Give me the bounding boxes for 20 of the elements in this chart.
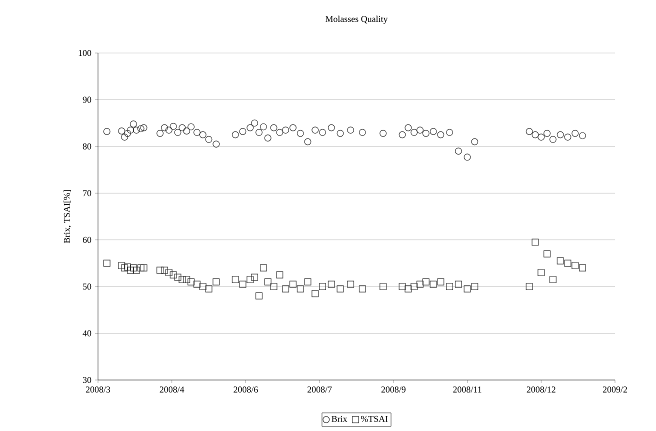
- y-tick-label: 70: [83, 190, 92, 196]
- x-tick-label: 2008/3: [86, 386, 110, 393]
- x-tick-label: 2008/11: [453, 386, 482, 393]
- legend-label: Brix: [332, 416, 348, 422]
- x-tick-label: 2008/12: [526, 386, 556, 393]
- x-tick-label: 2008/4: [160, 386, 184, 393]
- y-tick-label: 100: [78, 50, 92, 56]
- x-tick-label: 2008/6: [234, 386, 258, 393]
- x-tick-label: 2009/2: [602, 386, 627, 393]
- y-tick-label: 60: [82, 236, 92, 243]
- y-tick-label: 30: [82, 376, 92, 384]
- legend-label: %TSAI: [360, 416, 388, 422]
- y-tick-label: 50: [83, 284, 92, 290]
- y-tick-label: 90: [82, 96, 92, 103]
- chart-title: Molasses Quality: [326, 16, 388, 24]
- y-axis-title: Brix, TSAI[%]: [64, 190, 72, 244]
- y-tick-label: 80: [82, 143, 92, 150]
- x-tick-label: 2008/9: [381, 386, 406, 393]
- x-tick-label: 2008/7: [308, 386, 332, 393]
- y-tick-label: 40: [82, 330, 92, 336]
